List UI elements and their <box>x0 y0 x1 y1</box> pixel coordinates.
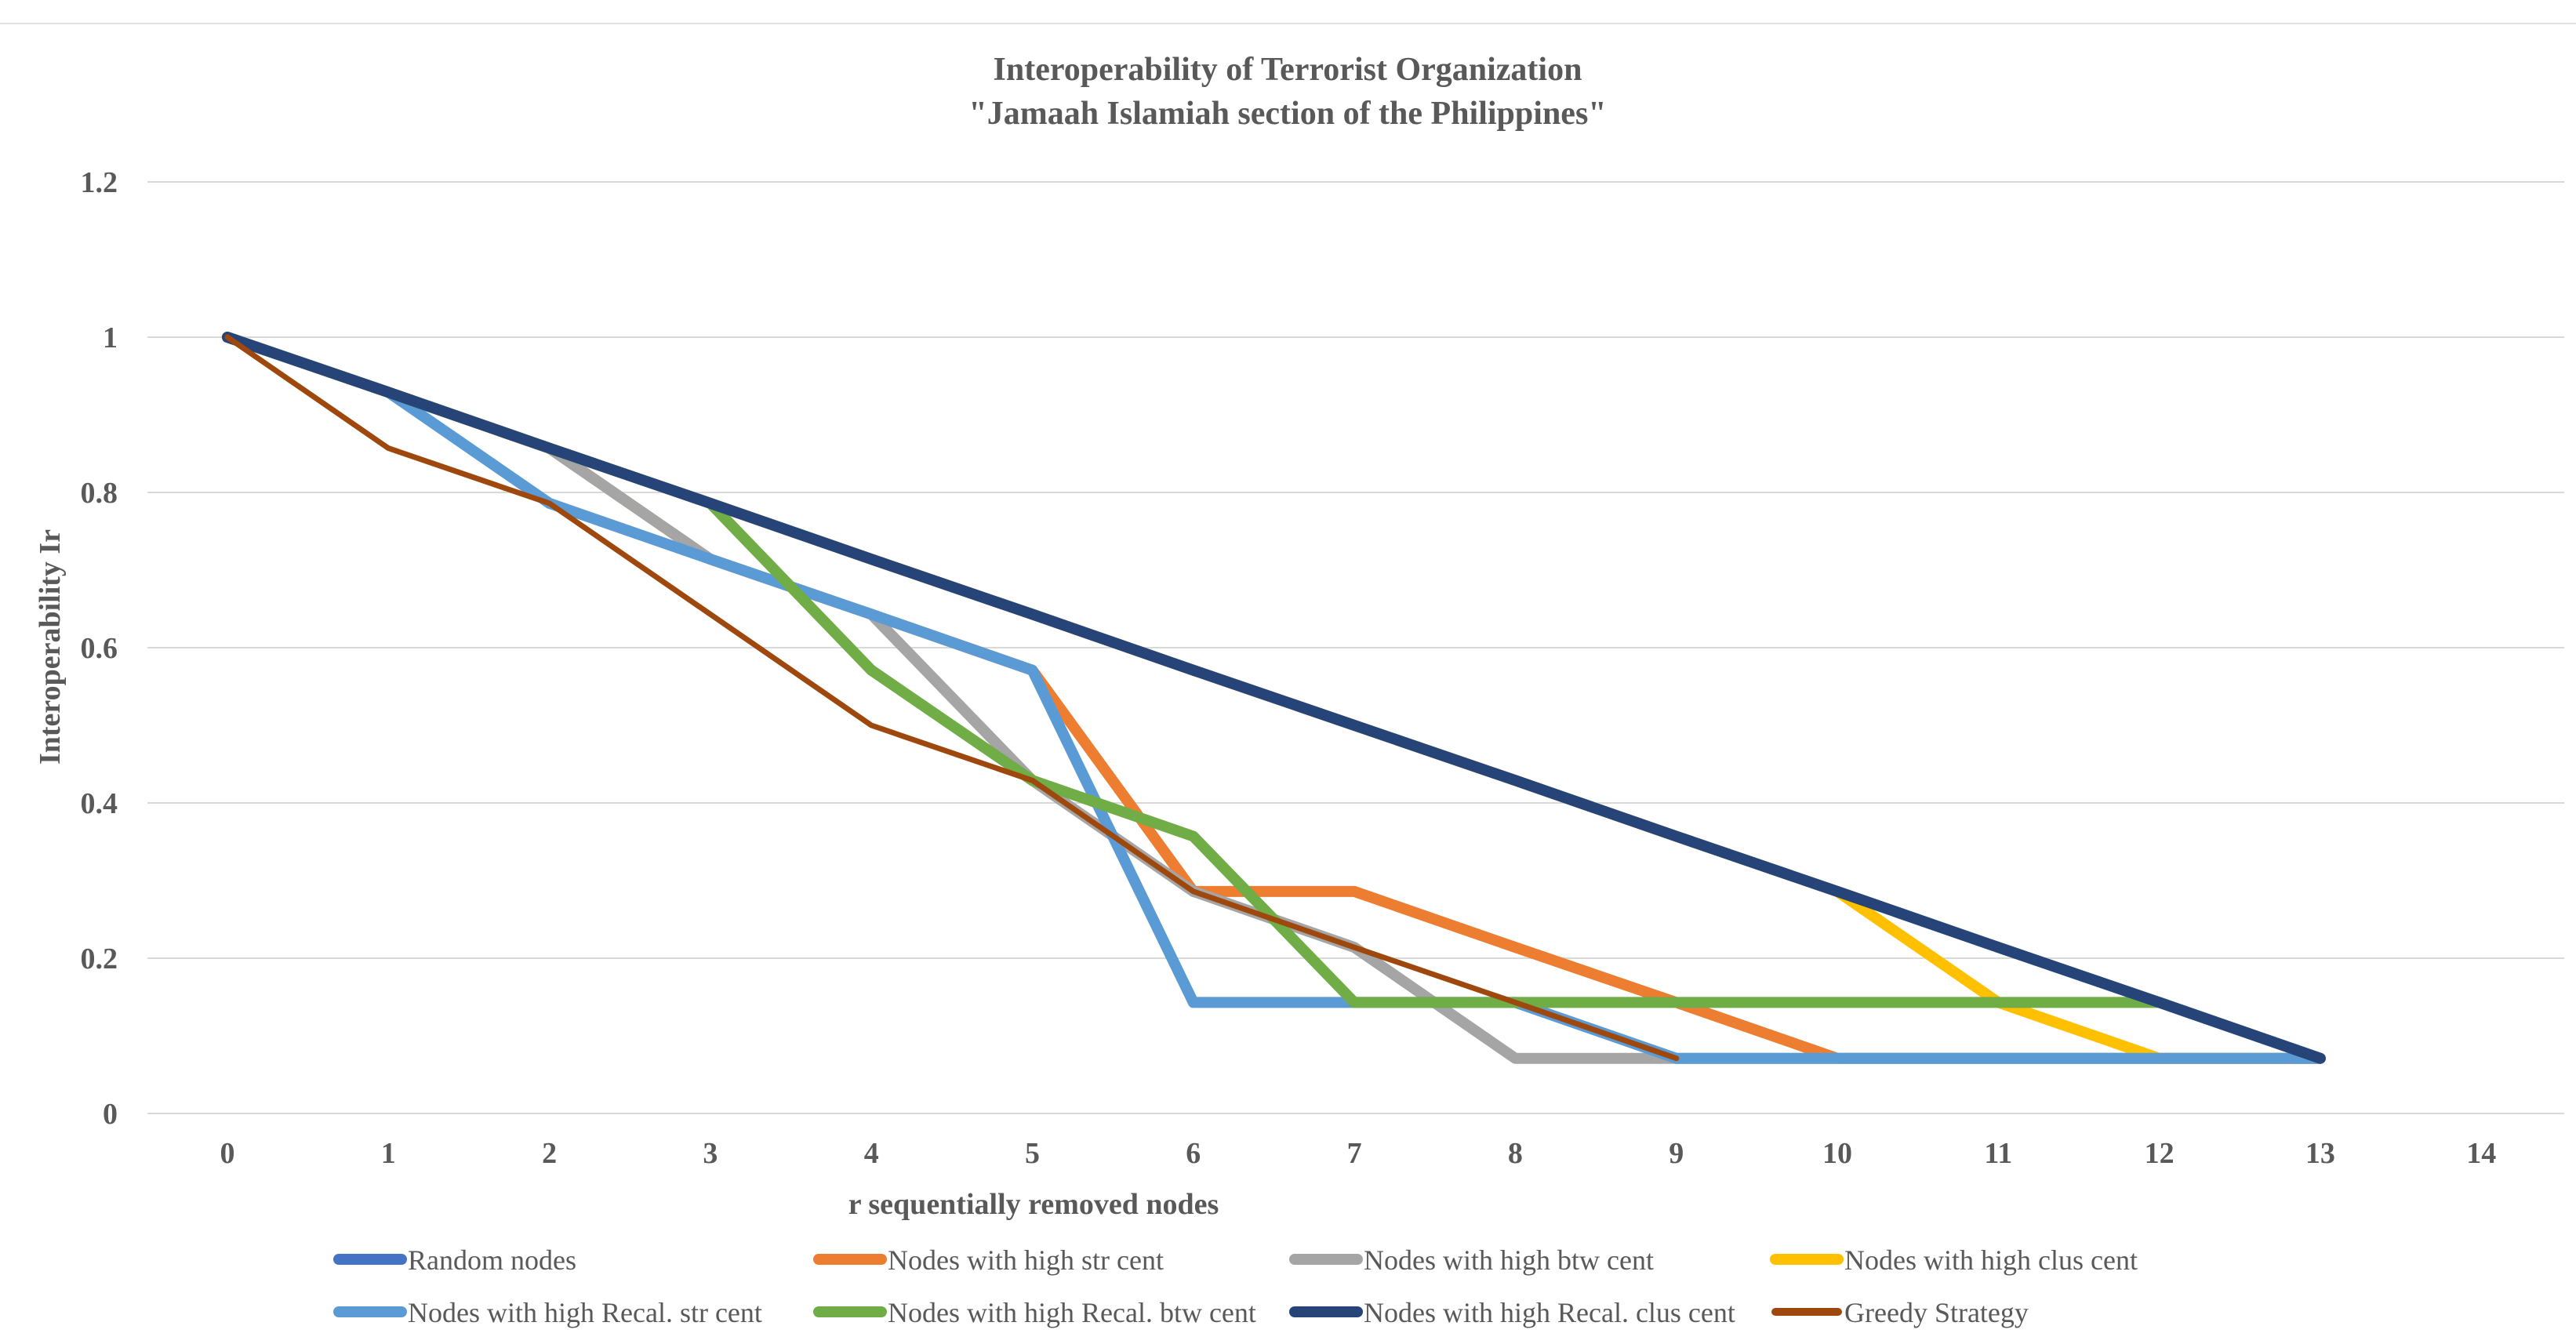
x-tick-label: 10 <box>1822 1137 1852 1170</box>
x-tick-label: 12 <box>2145 1137 2175 1170</box>
x-tick-label: 14 <box>2466 1137 2496 1170</box>
y-tick-label: 0.8 <box>81 477 118 510</box>
legend-label-3: Nodes with high clus cent <box>1844 1244 2138 1276</box>
chart-title-line1: Interoperability of Terrorist Organizati… <box>994 52 1582 88</box>
legend-label-6: Nodes with high Recal. clus cent <box>1364 1297 1735 1328</box>
y-tick-label: 1 <box>103 321 118 354</box>
x-tick-label: 7 <box>1347 1137 1362 1170</box>
x-axis-ticks: 0 1 2 3 4 5 6 7 8 9 10 11 12 13 14 <box>220 1137 2497 1170</box>
legend-label-4: Nodes with high Recal. str cent <box>408 1297 762 1328</box>
x-tick-label: 3 <box>703 1137 718 1170</box>
y-tick-label: 1.2 <box>81 166 118 199</box>
y-axis-label: Interoperability Ir <box>34 529 67 765</box>
legend-label-5: Nodes with high Recal. btw cent <box>888 1297 1256 1328</box>
series-lines <box>222 332 2326 1064</box>
x-tick-label: 9 <box>1669 1137 1684 1170</box>
series-line-6 <box>222 332 2326 1064</box>
series-line-4 <box>222 332 2326 1064</box>
x-tick-label: 4 <box>864 1137 879 1170</box>
legend-label-0: Random nodes <box>408 1244 576 1276</box>
x-axis-label: r sequentially removed nodes <box>848 1188 1219 1221</box>
x-tick-label: 5 <box>1025 1137 1040 1170</box>
gridlines <box>147 181 2564 1114</box>
legend: Random nodes Nodes with high str cent Node… <box>333 1244 2138 1328</box>
y-tick-label: 0.2 <box>81 943 118 975</box>
chart-title-line2: "Jamaah Islamiah section of the Philippi… <box>968 96 1606 132</box>
y-tick-label: 0 <box>103 1098 118 1131</box>
legend-label-2: Nodes with high btw cent <box>1364 1244 1654 1276</box>
x-tick-label: 1 <box>381 1137 396 1170</box>
x-tick-label: 13 <box>2305 1137 2335 1170</box>
x-tick-label: 11 <box>1984 1137 2012 1170</box>
x-tick-label: 6 <box>1186 1137 1201 1170</box>
x-tick-label: 8 <box>1508 1137 1523 1170</box>
x-tick-label: 2 <box>542 1137 557 1170</box>
y-tick-label: 0.6 <box>81 632 118 665</box>
legend-label-7: Greedy Strategy <box>1844 1297 2029 1328</box>
legend-label-1: Nodes with high str cent <box>888 1244 1164 1276</box>
y-tick-label: 0.4 <box>81 787 118 820</box>
series-line-7 <box>224 334 1680 1062</box>
y-axis-ticks: 0 0.2 0.4 0.6 0.8 1 1.2 <box>81 166 118 1131</box>
x-tick-label: 0 <box>220 1137 235 1170</box>
